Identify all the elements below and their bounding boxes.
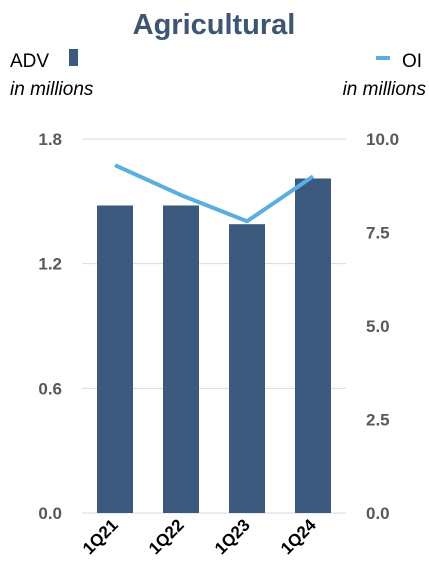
x-tick-label: 1Q23 <box>211 515 254 558</box>
adv-bars <box>97 178 331 513</box>
oi-line <box>114 163 315 224</box>
oi-series-line <box>114 163 315 224</box>
x-axis-ticks: 1Q21 1Q22 1Q23 1Q24 <box>79 515 320 558</box>
right-tick-label: 0.0 <box>366 504 390 523</box>
left-tick-label: 0.0 <box>38 504 62 523</box>
adv-bar <box>295 178 331 513</box>
right-tick-label: 10.0 <box>366 130 399 149</box>
right-tick-label: 5.0 <box>366 317 390 336</box>
left-tick-label: 0.6 <box>38 379 62 398</box>
left-tick-label: 1.8 <box>38 130 62 149</box>
right-axis-ticks: 0.0 2.5 5.0 7.5 10.0 <box>366 130 399 523</box>
left-axis-unit: in millions <box>10 79 94 100</box>
x-tick-label: 1Q24 <box>277 515 320 558</box>
adv-bar <box>97 205 133 513</box>
right-axis-unit: in millions <box>343 79 427 100</box>
right-tick-label: 2.5 <box>366 411 390 430</box>
chart-title: Agricultural <box>133 9 296 41</box>
legend-oi-label: OI <box>402 51 422 72</box>
x-tick-label: 1Q21 <box>79 515 122 558</box>
legend-adv-swatch <box>69 49 78 66</box>
adv-bar <box>163 205 199 513</box>
left-tick-label: 1.2 <box>38 255 62 274</box>
legend-oi-swatch <box>376 56 390 60</box>
adv-bar <box>229 224 265 513</box>
x-tick-label: 1Q22 <box>145 515 188 558</box>
legend-adv-label: ADV <box>10 51 49 72</box>
left-axis-ticks: 0.0 0.6 1.2 1.8 <box>38 130 62 523</box>
right-tick-label: 7.5 <box>366 224 390 243</box>
